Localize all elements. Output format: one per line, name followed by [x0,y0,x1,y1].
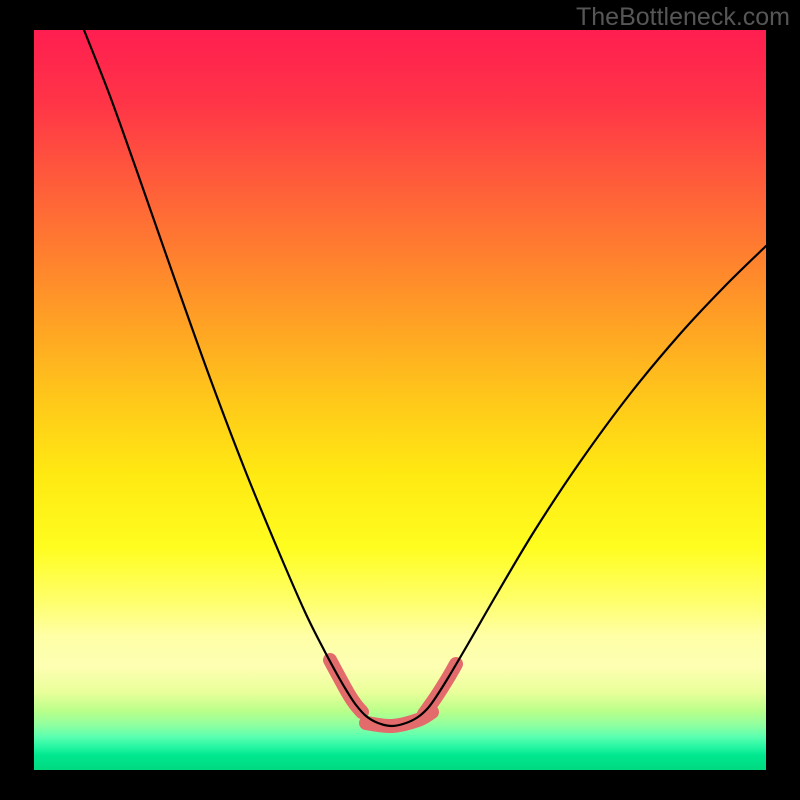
watermark-text: TheBottleneck.com [576,3,790,32]
plot-gradient-background [34,30,766,770]
